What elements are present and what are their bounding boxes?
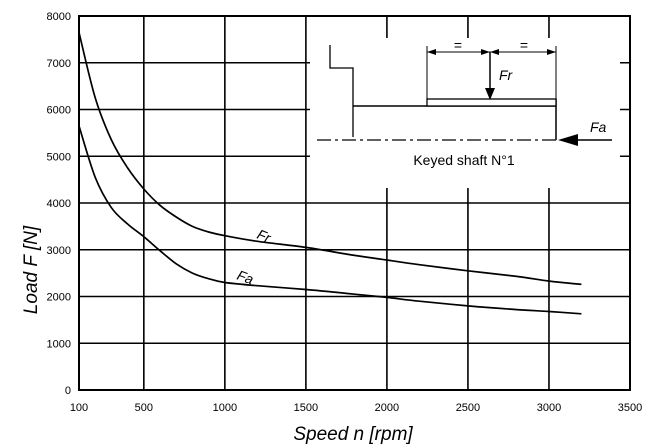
y-tick-label: 8000 <box>47 11 71 23</box>
axial-force-label: Fa <box>590 119 607 135</box>
y-tick-label: 4000 <box>47 198 71 210</box>
inset-caption: Keyed shaft N°1 <box>413 152 515 168</box>
y-tick-label: 2000 <box>47 292 71 304</box>
x-tick-label: 1500 <box>294 402 318 414</box>
dim-arrow-3 <box>490 49 499 55</box>
y-tick-label: 5000 <box>47 151 71 163</box>
x-tick-label: 2500 <box>456 402 480 414</box>
inset-background <box>310 38 620 188</box>
y-tick-label: 3000 <box>47 245 71 257</box>
shaft-key <box>426 98 557 107</box>
series-lines <box>78 32 582 315</box>
series-line-fr <box>78 32 582 286</box>
y-tick-label: 6000 <box>47 105 71 117</box>
x-tick-label: 100 <box>70 402 88 414</box>
y-tick-label: 0 <box>65 385 71 397</box>
x-tick-label: 500 <box>135 402 153 414</box>
radial-force-arrowhead <box>485 88 495 100</box>
dim-arrow-2 <box>481 49 490 55</box>
dim-mark-left: = <box>454 37 462 53</box>
radial-force-label: Fr <box>499 67 514 83</box>
series-line-fa <box>78 125 582 315</box>
dim-arrow-1 <box>427 49 436 55</box>
keyed-shaft-diagram: = = Fr Fa Keyed shaft N°1 <box>310 37 620 188</box>
dim-arrow-4 <box>547 49 556 55</box>
y-tick-label: 7000 <box>47 58 71 70</box>
x-tick-label: 3500 <box>618 402 642 414</box>
axial-force-arrowhead <box>558 134 578 146</box>
x-tick-label: 1000 <box>213 402 237 414</box>
x-tick-labels: 100 500 1000 1500 2000 2500 3000 3500 <box>70 402 642 414</box>
x-axis-title: Speed n [rpm] <box>293 424 413 445</box>
x-tick-label: 3000 <box>537 402 561 414</box>
plot-border <box>78 15 631 391</box>
y-axis-title: Load F [N] <box>21 225 42 314</box>
series-label-fa: Fa <box>235 267 256 288</box>
dim-mark-right: = <box>520 37 528 53</box>
shaft-shoulder <box>329 45 354 137</box>
y-tick-labels: 0 1000 2000 3000 4000 5000 6000 7000 8000 <box>47 11 71 397</box>
y-tick-label: 1000 <box>47 338 71 350</box>
x-tick-label: 2000 <box>375 402 399 414</box>
